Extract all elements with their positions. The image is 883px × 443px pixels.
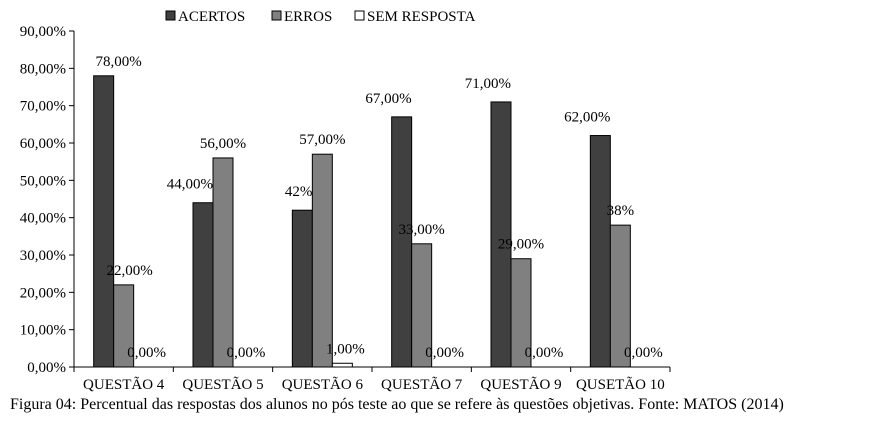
y-tick-label: 50,00%: [20, 173, 66, 189]
bar: [411, 243, 433, 368]
x-tick-label: QUESTÃO 9: [480, 377, 561, 392]
bars: [93, 75, 631, 368]
legend-swatch: [271, 10, 282, 21]
y-tick-label: 60,00%: [20, 136, 66, 152]
bar-value-label: 0,00%: [227, 345, 266, 361]
bar-value-label: 62,00%: [564, 110, 610, 126]
bar-chart: ACERTOS ERROS SEM RESPOSTA 0,00% 10,00% 20,0…: [20, 9, 671, 392]
bar: [311, 153, 333, 368]
y-tick-label: 90,00%: [20, 24, 66, 40]
bar-value-label: 0,00%: [127, 345, 166, 361]
legend-label: ERROS: [284, 9, 332, 25]
x-tick-label: QUESTÃO 7: [381, 377, 463, 392]
y-tick-label: 0,00%: [27, 360, 66, 376]
bar: [192, 202, 214, 368]
x-tick-label: QUESTÃO 5: [182, 377, 263, 392]
bar: [93, 75, 115, 368]
bar: [212, 157, 234, 368]
bar-value-label: 33,00%: [399, 222, 445, 238]
bar-value-label: 78,00%: [96, 54, 142, 70]
bar-value-label: 42%: [285, 184, 313, 200]
bar-value-label: 0,00%: [624, 345, 663, 361]
bar: [391, 116, 413, 368]
x-tick-label: QUESTÃO 6: [282, 377, 364, 392]
y-tick-label: 20,00%: [20, 285, 66, 301]
bar-value-label: 22,00%: [107, 263, 153, 279]
bar: [331, 362, 353, 368]
bar-value-label: 29,00%: [498, 237, 544, 253]
bar-value-label: 1,00%: [326, 341, 365, 357]
y-tick-label: 80,00%: [20, 61, 66, 77]
bar-value-label: 56,00%: [200, 136, 246, 152]
bar: [589, 135, 611, 368]
bar: [113, 284, 135, 368]
legend-swatch: [354, 10, 365, 21]
y-axis: 0,00% 10,00% 20,00% 30,00% 40,00% 50,00% 60,00…: [20, 24, 75, 376]
y-tick-label: 10,00%: [20, 323, 66, 339]
bar-value-label: 38%: [607, 203, 635, 219]
legend-label: SEM RESPOSTA: [367, 9, 476, 25]
bar-value-label: 44,00%: [167, 177, 213, 193]
chart-legend: ACERTOS ERROS SEM RESPOSTA: [165, 9, 476, 25]
value-labels: 78,00% 44,00% 42% 67,00% 71,00% 62,00% 22,00% 5…: [96, 54, 663, 361]
x-axis: QUESTÃO 4 QUESTÃO 5 QUESTÃO 6 QUESTÃO 7 QUES…: [73, 366, 671, 392]
bar-value-label: 0,00%: [425, 345, 464, 361]
bar: [291, 209, 313, 368]
figure-caption: Figura 04: Percentual das respostas dos …: [10, 396, 784, 413]
bar: [609, 224, 631, 368]
legend-swatch: [165, 10, 176, 21]
legend-label: ACERTOS: [178, 9, 245, 25]
bar-value-label: 57,00%: [299, 132, 345, 148]
bar: [510, 258, 532, 368]
bar-value-label: 67,00%: [365, 91, 411, 107]
y-tick-label: 30,00%: [20, 248, 66, 264]
y-tick-label: 70,00%: [20, 99, 66, 115]
bar-value-label: 71,00%: [465, 76, 511, 92]
y-tick-label: 40,00%: [20, 211, 66, 227]
bar: [490, 101, 512, 368]
x-tick-label: QUSETÃO 10: [576, 377, 665, 392]
bar-value-label: 0,00%: [525, 345, 564, 361]
x-tick-label: QUESTÃO 4: [83, 377, 165, 392]
